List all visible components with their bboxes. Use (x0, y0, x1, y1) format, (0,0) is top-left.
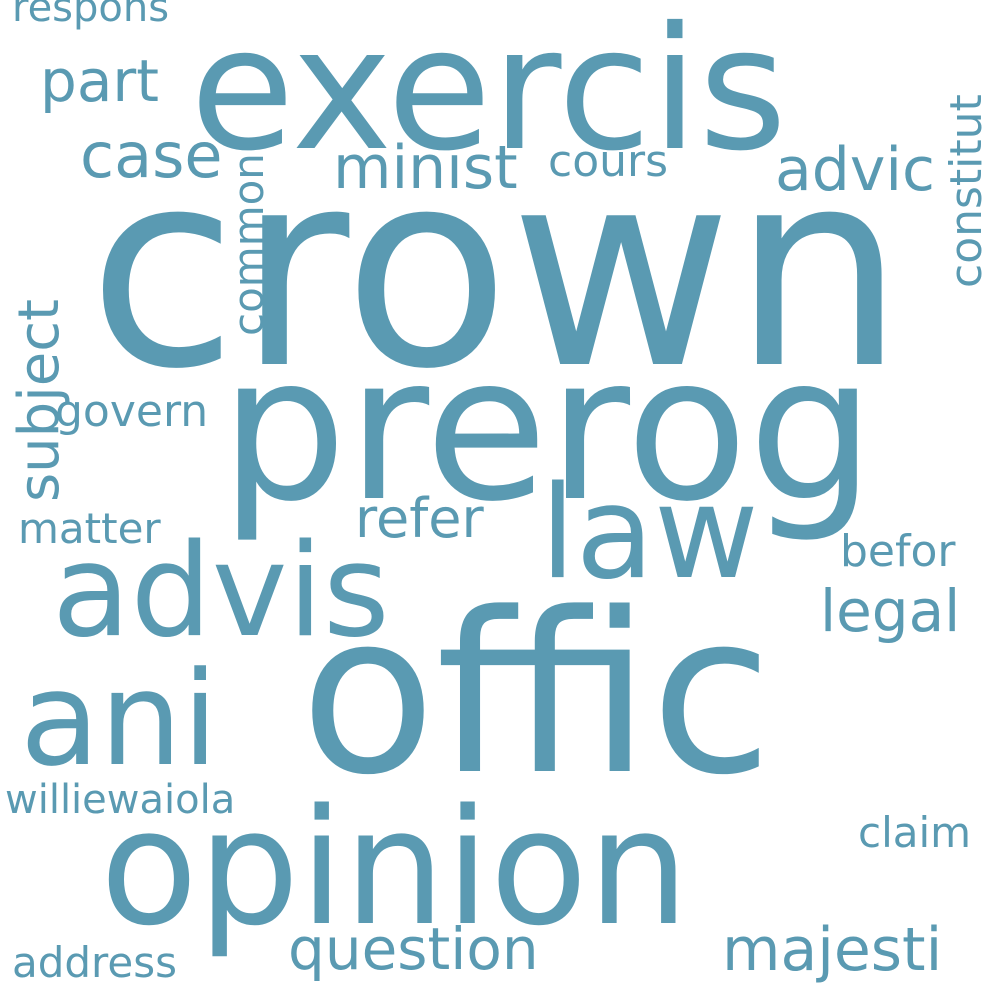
word-minist: minist (333, 133, 518, 203)
word-matter: matter (18, 504, 161, 553)
word-offic: offic (300, 566, 773, 824)
word-refer: refer (355, 487, 484, 550)
word-law: law (540, 459, 759, 608)
word-williewaiola: williewaiola (5, 777, 236, 823)
word-befor: befor (840, 526, 956, 577)
word-ani: ani (20, 643, 219, 795)
word-advis: advis (52, 517, 390, 666)
word-opinion: opinion (100, 774, 690, 961)
word-exercis: exercis (190, 0, 787, 189)
word-common: common (224, 153, 273, 336)
word-cours: cours (548, 136, 669, 187)
word-majesti: majesti (722, 915, 943, 985)
word-claim: claim (858, 808, 972, 857)
word-question: question (288, 915, 539, 983)
word-respons: respons (12, 0, 170, 31)
word-part: part (40, 47, 159, 115)
word-advic: advic (775, 135, 936, 205)
word-address: address (12, 938, 178, 987)
word-case: case (80, 119, 223, 192)
word-govern: govern (55, 386, 209, 437)
word-crown: crown (88, 113, 905, 429)
word-prerog: prerog (220, 313, 875, 546)
word-constitut: constitut (941, 94, 992, 288)
word-legal: legal (820, 577, 961, 645)
